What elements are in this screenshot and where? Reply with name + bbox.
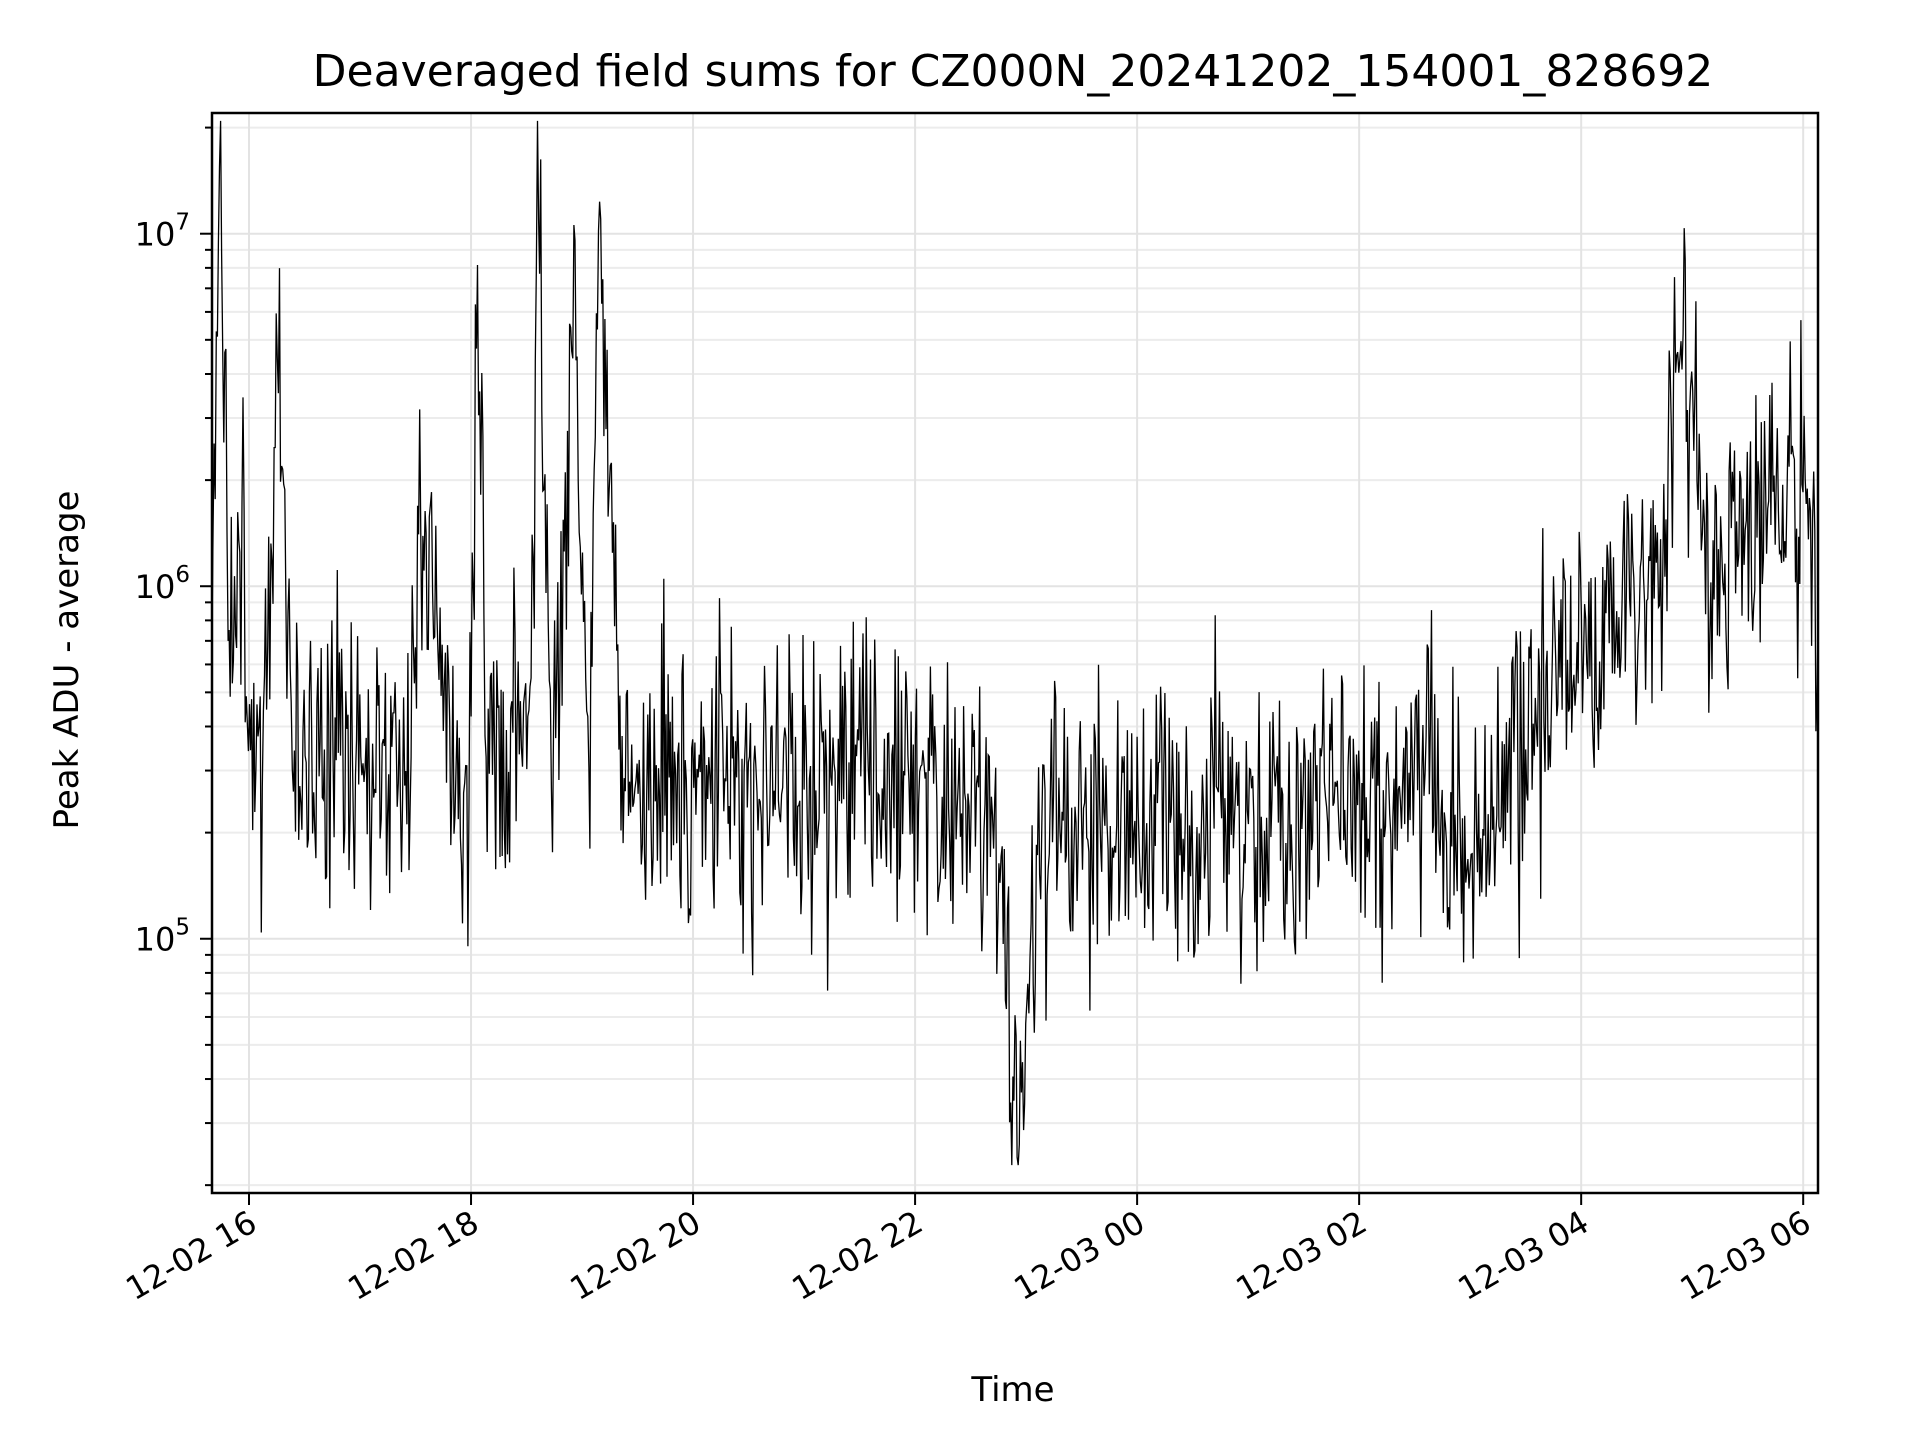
x-tick-label: 12-02 22 bbox=[785, 1203, 929, 1308]
grid bbox=[212, 113, 1818, 1193]
x-tick-label: 12-02 16 bbox=[119, 1203, 263, 1308]
y-tick-label: 107 bbox=[135, 210, 190, 254]
x-tick-label: 12-03 06 bbox=[1674, 1203, 1818, 1308]
axes: 105 106 107 12-02 16 12-02 18 12-02 20 12-02 2… bbox=[119, 126, 1818, 1308]
x-tick-label: 12-03 02 bbox=[1230, 1203, 1374, 1308]
y-axis-label: Peak ADU - average bbox=[47, 491, 87, 830]
chart-title: Deaveraged field sums for CZ000N_2024120… bbox=[313, 46, 1714, 97]
x-tick-label: 12-03 04 bbox=[1452, 1203, 1596, 1308]
x-tick-label: 12-02 20 bbox=[563, 1203, 707, 1308]
y-tick-label: 106 bbox=[135, 562, 190, 606]
x-tick-label: 12-03 00 bbox=[1008, 1203, 1152, 1308]
y-tick-label: 105 bbox=[135, 915, 190, 959]
series-line bbox=[211, 120, 1819, 1166]
x-axis-label: Time bbox=[970, 1370, 1054, 1410]
x-tick-label: 12-02 18 bbox=[341, 1203, 485, 1308]
plot-frame bbox=[210, 111, 1820, 1195]
